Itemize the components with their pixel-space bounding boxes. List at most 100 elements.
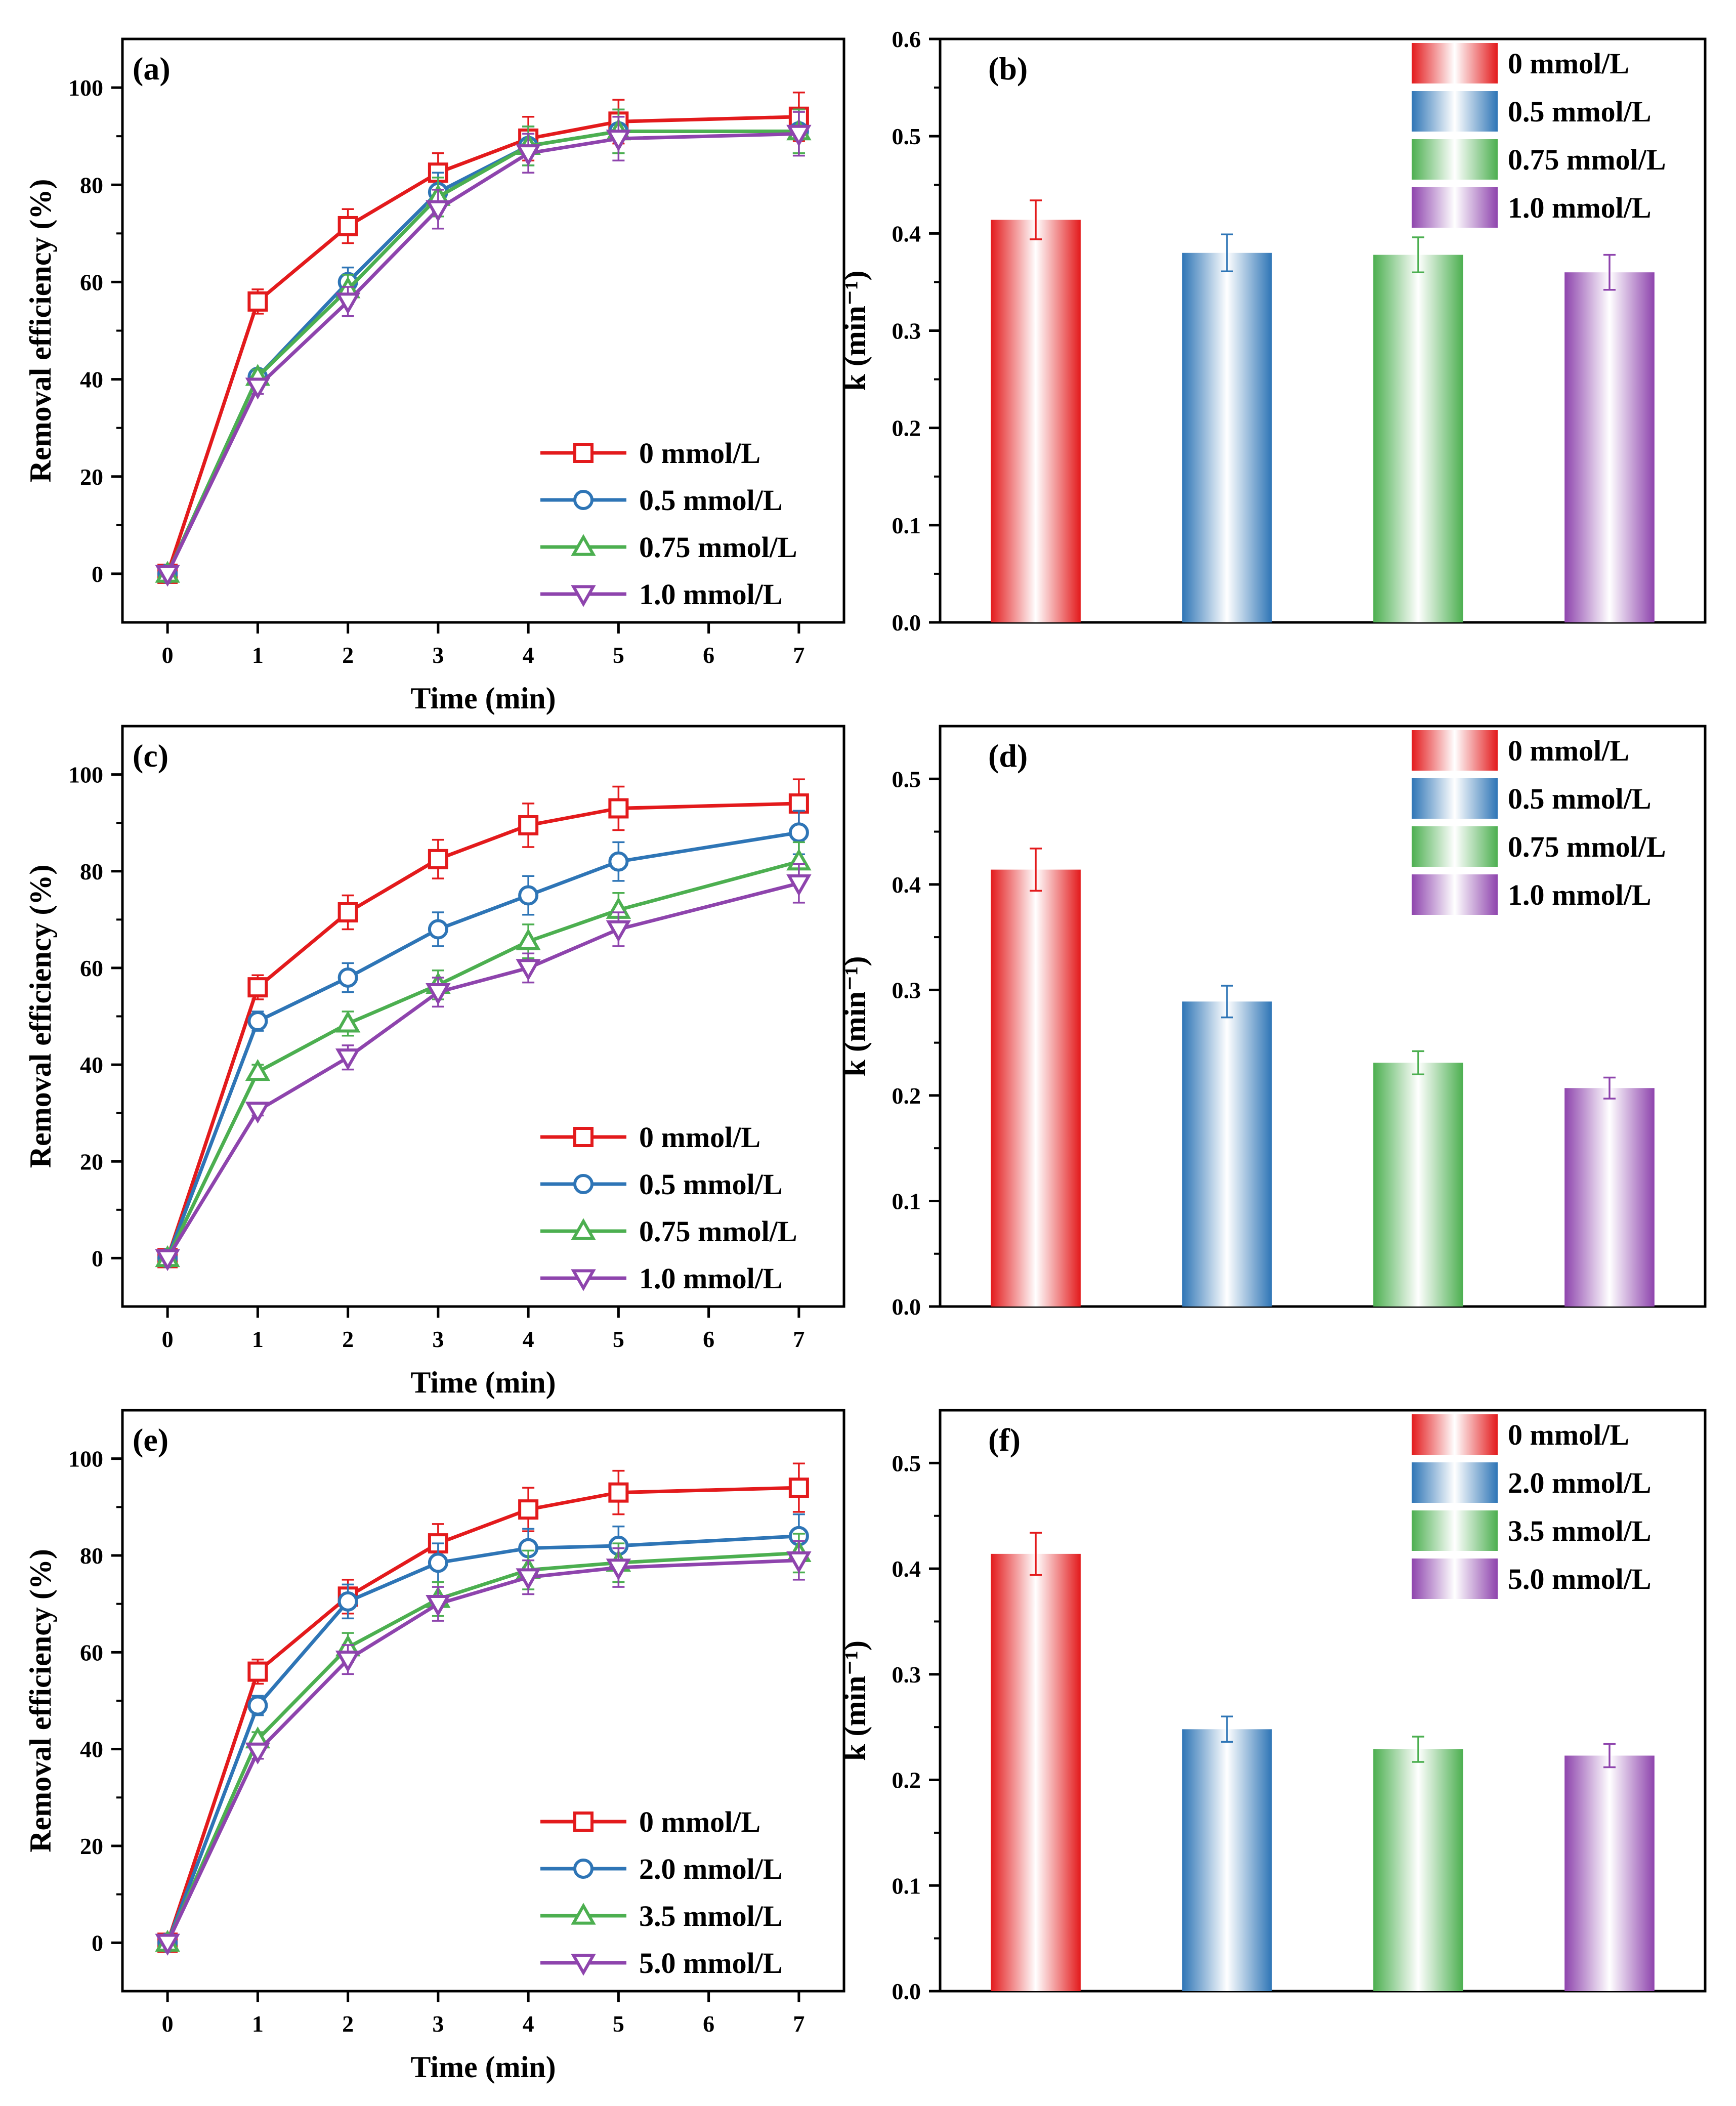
data-point [245, 1102, 271, 1124]
x-tick-label: 1 [252, 1326, 264, 1352]
legend-marker [573, 1174, 594, 1194]
bar-chart-5: 0.0 0.1 0.2 0.3 0.4 0.5 k (min⁻¹) (f) 0 mmol/L 2.… [838, 1409, 1707, 2004]
y-tick-label: 80 [80, 1543, 103, 1569]
legend-marker [573, 1127, 594, 1147]
y-tick-label: 0.5 [892, 766, 921, 792]
y-tick-label: 0.2 [892, 415, 921, 441]
y-tick-label: 0 [92, 561, 103, 587]
x-tick-label: 3 [432, 2011, 444, 2037]
legend-label: 5.0 mmol/L [639, 1947, 783, 1979]
y-tick-label: 0.0 [892, 1294, 921, 1320]
legend-swatch [1412, 1462, 1498, 1503]
legend-marker [573, 1859, 594, 1879]
y-tick-label: 0 [92, 1245, 103, 1271]
y-tick-label: 60 [80, 955, 103, 981]
data-point [518, 885, 539, 906]
legend-label: 0.75 mmol/L [639, 1215, 797, 1248]
bar [1182, 252, 1272, 622]
y-tick-label: 0.0 [892, 610, 921, 636]
bar [1182, 1001, 1272, 1307]
data-point [245, 1742, 271, 1765]
data-point [247, 1695, 268, 1716]
y-tick-label: 20 [80, 1833, 103, 1859]
x-tick-label: 1 [252, 2011, 264, 2037]
legend-swatch [1412, 1414, 1498, 1455]
x-tick-label: 7 [793, 2011, 805, 2037]
data-point [155, 1933, 180, 1956]
legend: 0 mmol/L 0.5 mmol/L 0.75 mmol/L 1.0 mmol/L [540, 437, 797, 611]
x-tick-label: 2 [342, 642, 354, 668]
panel-label: (f) [988, 1422, 1021, 1458]
y-tick-label: 60 [80, 269, 103, 295]
legend-swatch [1412, 1510, 1498, 1551]
bar [1373, 1749, 1463, 1991]
legend-label: 2.0 mmol/L [639, 1852, 783, 1885]
x-tick-label: 3 [432, 642, 444, 668]
data-point [518, 1499, 539, 1520]
bar-chart-1: 0.0 0.1 0.2 0.3 0.4 0.5 0.6 k (min⁻¹) (b) 0 mmol/… [838, 26, 1707, 636]
y-tick-label: 0.2 [892, 1767, 921, 1793]
legend-label: 0.5 mmol/L [639, 484, 783, 517]
legend-label: 0 mmol/L [639, 437, 760, 470]
x-axis-title: Time (min) [410, 2050, 556, 2084]
legend-marker [571, 1218, 596, 1240]
legend-marker [571, 534, 596, 556]
data-point [428, 849, 448, 869]
data-point [608, 1482, 629, 1503]
data-point [516, 144, 541, 166]
series-3 [155, 111, 812, 587]
panel-label: (b) [988, 51, 1028, 87]
legend: 0 mmol/L 2.0 mmol/L 3.5 mmol/L 5.0 mmol/L [1412, 1414, 1652, 1599]
y-tick-label: 60 [80, 1639, 103, 1665]
x-tick-label: 2 [342, 1326, 354, 1352]
y-tick-label: 20 [80, 1149, 103, 1174]
x-tick-label: 7 [793, 1326, 805, 1352]
legend-label: 1.0 mmol/L [639, 1262, 783, 1295]
legend: 0 mmol/L 0.5 mmol/L 0.75 mmol/L 1.0 mmol/L [1412, 730, 1666, 915]
y-axis-title: k (min⁻¹) [838, 270, 872, 391]
legend-marker [573, 490, 594, 510]
data-point [247, 1661, 268, 1682]
x-tick-label: 6 [703, 2011, 714, 2037]
data-point [786, 874, 812, 897]
x-tick-label: 5 [613, 1326, 624, 1352]
legend-marker [573, 443, 594, 463]
x-axis-title: Time (min) [410, 682, 556, 715]
data-point [245, 1059, 271, 1081]
legend-label: 3.5 mmol/L [1508, 1514, 1652, 1547]
y-tick-label: 0.1 [892, 513, 921, 538]
data-point [335, 292, 361, 315]
data-point [606, 1559, 631, 1581]
legend-label: 0.75 mmol/L [639, 531, 797, 564]
x-tick-label: 3 [432, 1326, 444, 1352]
plot-frame [939, 725, 1707, 1308]
legend-label: 0.5 mmol/L [639, 1168, 783, 1201]
y-tick-label: 80 [80, 172, 103, 198]
bar [1564, 1088, 1655, 1307]
bar [1373, 1063, 1463, 1307]
y-tick-label: 40 [80, 1052, 103, 1078]
x-tick-label: 4 [523, 2011, 534, 2037]
legend-swatch [1412, 826, 1498, 867]
y-tick-label: 0.5 [892, 123, 921, 149]
data-point [155, 565, 180, 587]
data-point [337, 967, 358, 988]
legend-swatch [1412, 1559, 1498, 1599]
legend-label: 1.0 mmol/L [1508, 878, 1652, 911]
x-tick-label: 6 [703, 642, 714, 668]
panel-label: (e) [133, 1422, 168, 1458]
data-point [337, 902, 358, 922]
panel-label: (d) [988, 738, 1028, 774]
data-point [426, 200, 451, 222]
y-axis-title: Removal efficiency (%) [24, 1549, 57, 1852]
legend-marker [571, 1269, 596, 1291]
x-tick-label: 0 [162, 1326, 174, 1352]
y-tick-label: 0.4 [892, 1556, 921, 1582]
data-point [516, 928, 541, 951]
legend-label: 5.0 mmol/L [1508, 1563, 1652, 1595]
y-tick-label: 80 [80, 859, 103, 884]
y-tick-label: 20 [80, 464, 103, 490]
legend-label: 2.0 mmol/L [1508, 1466, 1652, 1499]
bar [1564, 272, 1655, 622]
data-point [337, 216, 358, 236]
